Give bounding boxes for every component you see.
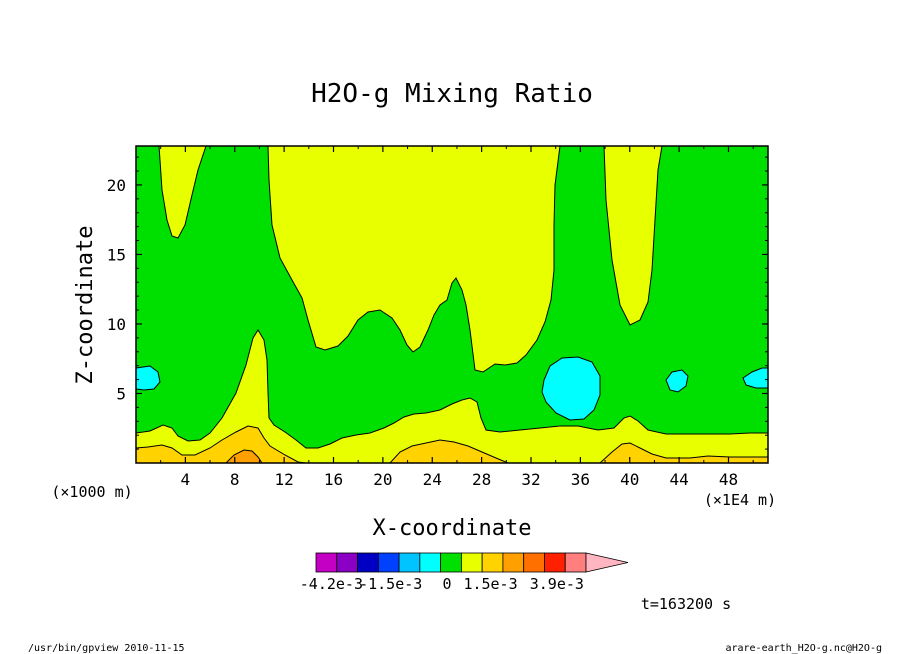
- colorbar-label: -1.5e-3: [359, 575, 422, 593]
- colorbar-swatch: [398, 552, 421, 573]
- colorbar-labels: -4.2e-3-1.5e-3 0 1.5e-3 3.9e-3: [300, 575, 584, 593]
- y-tick-label: 20: [107, 176, 126, 195]
- colorbar-swatch: [440, 552, 462, 573]
- field-cyan-pocket-1: [136, 365, 161, 391]
- colorbar-label: 0: [442, 575, 451, 593]
- y-tick-label: 10: [107, 315, 126, 334]
- field-cyan-pocket-2: [541, 356, 601, 421]
- y-axis-label: Z-coordinate: [73, 226, 98, 385]
- x-axis: 4 8 12 16 20 24 28 32 36 40 44 48: [160, 146, 754, 489]
- field-cyan-pocket-3: [665, 369, 689, 393]
- x-tick-label: 40: [620, 470, 639, 489]
- chart-title: H2O-g Mixing Ratio: [311, 79, 593, 109]
- colorbar-label: -4.2e-3: [300, 575, 363, 593]
- x-tick-label: 20: [373, 470, 392, 489]
- x-tick-label: 28: [472, 470, 491, 489]
- plot-frame: [135, 145, 769, 464]
- x-tick-label: 36: [571, 470, 590, 489]
- footer-left: /usr/bin/gpview 2010-11-15: [28, 643, 185, 654]
- y-tick-label: 15: [107, 245, 126, 264]
- x-tick-label: 24: [423, 470, 442, 489]
- footer-right: arare-earth_H2O-g.nc@H2O-g: [725, 643, 882, 654]
- field-cyan-pocket-4: [742, 367, 768, 389]
- contour-field: [136, 146, 768, 463]
- colorbar-swatch: [544, 552, 566, 573]
- colorbar-swatch: [357, 552, 379, 573]
- x-tick-label: 32: [521, 470, 540, 489]
- x-axis-label: X-coordinate: [373, 516, 532, 541]
- x-tick-label: 4: [181, 470, 191, 489]
- colorbar-swatch: [315, 552, 338, 573]
- colorbar-swatch: [460, 552, 483, 573]
- colorbar-swatch: [419, 552, 442, 573]
- x-tick-label: 12: [274, 470, 293, 489]
- colorbar-swatch: [564, 552, 587, 573]
- y-axis: 5 10 15 20: [107, 156, 768, 450]
- colorbar: [315, 552, 629, 573]
- colorbar-label: 3.9e-3: [530, 575, 584, 593]
- colorbar-arrow: [585, 552, 629, 573]
- field-yellow-upper: [158, 146, 663, 373]
- colorbar-swatch: [377, 552, 400, 573]
- colorbar-swatch: [502, 552, 525, 573]
- colorbar-swatch: [481, 552, 504, 573]
- y-tick-label: 5: [116, 384, 126, 403]
- field-orange-surface: [136, 425, 768, 463]
- x-tick-label: 8: [230, 470, 240, 489]
- field-yellow-lower: [136, 329, 768, 463]
- x-tick-label: 44: [669, 470, 688, 489]
- colorbar-swatch: [336, 552, 358, 573]
- x-unit-left-label: (×1000 m): [51, 483, 132, 501]
- x-tick-label: 16: [324, 470, 343, 489]
- time-label: t=163200 s: [641, 595, 731, 613]
- x-unit-right-label: (×1E4 m): [704, 491, 776, 509]
- colorbar-swatch: [523, 552, 545, 573]
- x-tick-label: 48: [719, 470, 738, 489]
- colorbar-label: 1.5e-3: [463, 575, 517, 593]
